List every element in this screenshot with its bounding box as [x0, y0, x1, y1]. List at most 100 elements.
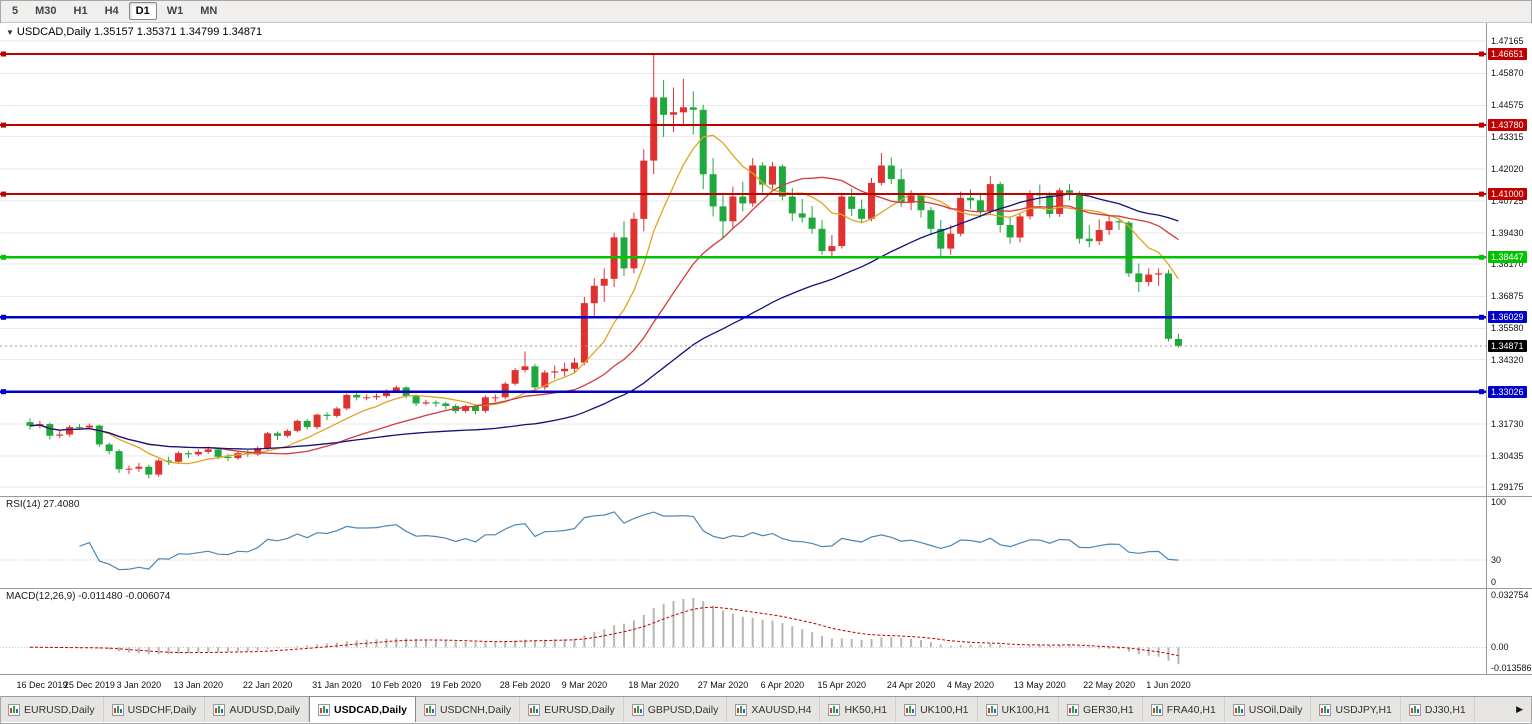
level-price-badge: 1.41000: [1488, 188, 1527, 201]
chart-tab-usdjpy-h1[interactable]: USDJPY,H1: [1311, 697, 1401, 722]
tab-label: FRA40,H1: [1166, 703, 1216, 716]
tab-label: XAUUSD,H4: [751, 703, 812, 716]
chart-tab-uk100-h1[interactable]: UK100,H1: [896, 697, 978, 722]
tab-label: HK50,H1: [844, 703, 888, 716]
chart-symbol-label: USDCAD,Daily: [16, 26, 91, 38]
date-tick: 19 Feb 2020: [430, 680, 481, 690]
price-tick: 1.45870: [1491, 68, 1524, 79]
timeframe-button-w1[interactable]: W1: [166, 5, 184, 17]
chart-tab-fra40-h1[interactable]: FRA40,H1: [1143, 697, 1225, 722]
date-axis[interactable]: 16 Dec 2019 25 Dec 2019 3 Jan 2020 13 Jan 2…: [0, 675, 1532, 696]
macd-signal-line: [30, 606, 1179, 657]
tab-scroll-right-button[interactable]: ▶: [1507, 697, 1532, 722]
macd-canvas[interactable]: [0, 589, 1486, 674]
macd-tick: 0.032754: [1491, 590, 1529, 600]
chart-tab-usdchf-daily[interactable]: USDCHF,Daily: [104, 697, 206, 722]
rsi-name: RSI(14): [6, 499, 41, 510]
date-tick: 6 Apr 2020: [760, 680, 805, 690]
tab-label: USDCHF,Daily: [127, 703, 197, 716]
line-handle[interactable]: [1479, 191, 1484, 197]
price-axis[interactable]: 1.47165 1.45870 1.44575 1.43315 1.42020 1.407…: [1486, 23, 1532, 496]
line-handle[interactable]: [1, 51, 6, 57]
collapse-chart-icon[interactable]: ▼: [6, 28, 14, 37]
chart-tab-hk50-h1[interactable]: HK50,H1: [820, 697, 897, 722]
line-handle[interactable]: [1479, 314, 1484, 320]
tab-chart-icon: [111, 703, 124, 716]
moving-average-slow[interactable]: [29, 193, 1179, 450]
current-price-badge: 1.34871: [1488, 339, 1527, 352]
macd-tick: -0.013586: [1491, 663, 1532, 673]
price-tick: 1.40725: [1491, 195, 1524, 206]
chart-tab-xauusd-h4[interactable]: XAUUSD,H4: [727, 697, 821, 722]
tab-label: USDCNH,Daily: [439, 703, 512, 716]
date-tick: 18 Mar 2020: [628, 680, 679, 690]
rsi-indicator-pane: RSI(14) 27.4080 100 30 0: [0, 497, 1532, 589]
timeframe-button-h1[interactable]: H1: [73, 5, 88, 17]
level-price-badge: 1.38447: [1488, 251, 1527, 264]
tab-chart-icon: [631, 703, 644, 716]
tab-label: GER30,H1: [1082, 703, 1134, 716]
level-price-badge: 1.33026: [1488, 385, 1527, 398]
timeframe-button-m30[interactable]: M30: [35, 5, 57, 17]
timeframe-button-mn[interactable]: MN: [200, 5, 218, 17]
moving-average-fast[interactable]: [29, 134, 1179, 465]
tab-chart-icon: [735, 703, 748, 716]
chart-tab-eurusd-daily[interactable]: EURUSD,Daily: [0, 697, 104, 722]
tab-label: DJ30,H1: [1424, 703, 1466, 716]
tab-chart-icon: [985, 703, 998, 716]
chart-tab-uk100-h1[interactable]: UK100,H1: [978, 697, 1059, 722]
macd-axis[interactable]: 0.032754 0.00 -0.013586: [1486, 589, 1532, 674]
chart-tab-usdcad-daily[interactable]: USDCAD,Daily: [309, 696, 416, 722]
chart-tab-audusd-daily[interactable]: AUDUSD,Daily: [205, 697, 310, 722]
tab-label: EURUSD,Daily: [24, 703, 95, 716]
tab-chart-icon: [1408, 703, 1421, 716]
chart-ohlc-values: 1.35157 1.35371 1.34799 1.34871: [93, 26, 263, 38]
chart-tab-usdcnh-daily[interactable]: USDCNH,Daily: [416, 697, 521, 722]
chart-tab-ger30-h1[interactable]: GER30,H1: [1059, 697, 1143, 722]
chart-tab-dj30-h1[interactable]: DJ30,H1: [1401, 697, 1475, 722]
date-tick: 13 Jan 2020: [173, 680, 224, 690]
rsi-tick: 0: [1491, 577, 1497, 587]
line-handle[interactable]: [1, 389, 6, 395]
price-chart-canvas[interactable]: [0, 23, 1486, 496]
price-tick: 1.38170: [1491, 259, 1524, 270]
tab-chart-icon: [213, 703, 226, 716]
tab-chart-icon: [528, 703, 541, 716]
tab-label: UK100,H1: [1001, 703, 1050, 716]
chart-tab-usoil-daily[interactable]: USOil,Daily: [1225, 697, 1312, 722]
timeframe-button-5[interactable]: 5: [12, 5, 19, 17]
line-handle[interactable]: [1, 122, 6, 128]
line-handle[interactable]: [1479, 51, 1484, 57]
tab-label: USDCAD,Daily: [334, 703, 407, 716]
price-tick: 1.43315: [1491, 131, 1524, 142]
line-handle[interactable]: [1479, 122, 1484, 128]
date-tick: 15 Apr 2020: [817, 680, 867, 690]
tab-chart-icon: [1150, 703, 1163, 716]
price-tick: 1.30435: [1491, 450, 1524, 461]
tab-chart-icon: [1232, 703, 1245, 716]
date-tick: 9 Mar 2020: [561, 680, 608, 690]
macd-main-value: -0.011480: [78, 591, 123, 602]
tab-label: USDJPY,H1: [1335, 703, 1392, 716]
macd-indicator-pane: MACD(12,26,9) -0.011480 -0.006074 0.0327…: [0, 589, 1532, 675]
rsi-axis[interactable]: 100 30 0: [1486, 497, 1532, 588]
line-handle[interactable]: [1479, 254, 1484, 260]
tab-label: UK100,H1: [920, 703, 969, 716]
line-handle[interactable]: [1, 254, 6, 260]
moving-average-mid[interactable]: [29, 176, 1179, 455]
line-handle[interactable]: [1479, 389, 1484, 395]
tab-chart-icon: [8, 703, 20, 716]
price-tick: 1.42020: [1491, 163, 1524, 174]
rsi-label: RSI(14) 27.4080: [6, 499, 79, 510]
chart-tab-gbpusd-daily[interactable]: GBPUSD,Daily: [624, 697, 728, 722]
rsi-tick: 30: [1491, 554, 1502, 565]
line-handle[interactable]: [1, 314, 6, 320]
rsi-canvas[interactable]: [0, 497, 1486, 588]
timeframe-button-d1[interactable]: D1: [128, 2, 157, 20]
arrow-right-icon: ▶: [1516, 704, 1523, 714]
timeframe-button-h4[interactable]: H4: [104, 5, 119, 17]
date-tick: 3 Jan 2020: [116, 680, 162, 690]
chart-tab-eurusd-daily[interactable]: EURUSD,Daily: [520, 697, 624, 722]
line-handle[interactable]: [1, 191, 6, 197]
